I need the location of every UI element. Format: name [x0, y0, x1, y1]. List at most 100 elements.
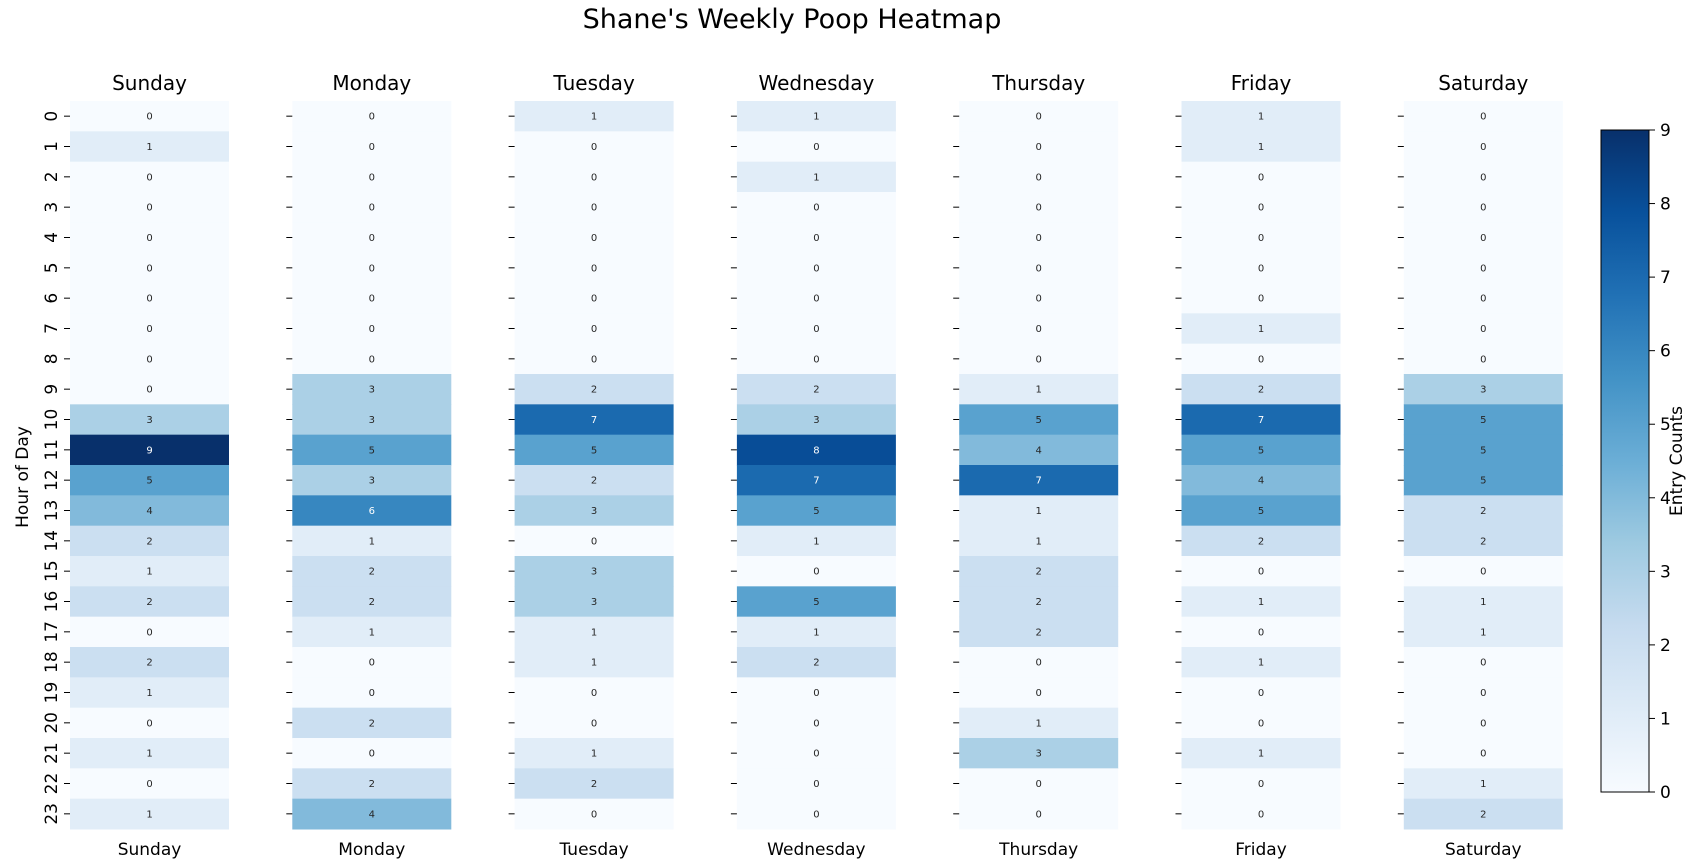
heatmap-cell	[736, 404, 896, 436]
panel-title: Wednesday	[759, 71, 875, 95]
y-tick-label: 12	[42, 469, 62, 491]
cell-value-label: 1	[1480, 627, 1486, 638]
cell-value-label: 0	[813, 233, 819, 244]
heatmap-cell	[1181, 374, 1341, 405]
cell-value-label: 0	[1036, 112, 1042, 123]
heatmap-cell	[514, 586, 674, 618]
heatmap-cell	[1181, 707, 1341, 739]
day-panel: Wednesday Wednesday 1 0 1 0 0 0 0 0 0 2 3 8 7 5 1 0 5 1 2 0 0 0…	[730, 71, 896, 860]
cell-value-label: 0	[1036, 203, 1042, 214]
heatmap-cell	[959, 161, 1119, 193]
cell-value-label: 0	[1258, 809, 1264, 820]
heatmap-cell	[1181, 404, 1341, 436]
heatmap-cell	[959, 616, 1119, 648]
cell-value-label: 0	[1258, 779, 1264, 790]
heatmap-cell	[1181, 556, 1341, 587]
y-tick-label: 13	[42, 500, 62, 522]
panel-title: Tuesday	[552, 71, 635, 95]
cell-value-label: 2	[146, 597, 152, 608]
cell-value-label: 1	[1480, 597, 1486, 608]
colorbar-tick-label: 3	[1660, 562, 1671, 582]
cell-value-label: 0	[591, 718, 597, 729]
cell-value-label: 0	[1480, 172, 1486, 183]
cell-value-label: 5	[813, 506, 819, 517]
cell-value-label: 4	[369, 809, 375, 820]
heatmap-cell	[1403, 434, 1563, 466]
cell-value-label: 0	[1480, 263, 1486, 274]
colorbar-tick-label: 9	[1660, 121, 1671, 141]
heatmap-cell	[70, 738, 229, 769]
heatmap-cell	[292, 556, 452, 587]
cell-value-label: 0	[369, 142, 375, 153]
heatmap-cell	[1403, 556, 1563, 587]
chart-title: Shane's Weekly Poop Heatmap	[583, 4, 1002, 35]
heatmap-cell	[959, 465, 1119, 496]
heatmap-cell	[1181, 101, 1341, 132]
y-tick-label: 15	[42, 560, 62, 582]
heatmap-cell	[959, 586, 1119, 618]
cell-value-label: 0	[1480, 233, 1486, 244]
y-tick-label: 19	[42, 682, 62, 704]
cell-value-label: 0	[1480, 749, 1486, 760]
colorbar-gradient	[1600, 129, 1650, 793]
x-tick-label: Tuesday	[559, 840, 629, 860]
heatmap-cell	[1181, 252, 1341, 284]
cell-value-label: 0	[1036, 263, 1042, 274]
cell-value-label: 7	[813, 476, 819, 487]
cell-value-label: 0	[146, 203, 152, 214]
cell-value-label: 3	[1480, 385, 1486, 396]
cell-value-label: 0	[146, 779, 152, 790]
heatmap-cell	[959, 252, 1119, 284]
cell-value-label: 3	[591, 567, 597, 578]
heatmap-cell	[70, 101, 229, 132]
cell-value-label: 0	[591, 809, 597, 820]
cell-value-label: 0	[1258, 718, 1264, 729]
cell-value-label: 0	[1480, 354, 1486, 365]
cell-value-label: 0	[369, 263, 375, 274]
cell-value-label: 1	[146, 142, 152, 153]
heatmap-cell	[1403, 192, 1563, 223]
cell-value-label: 0	[813, 324, 819, 335]
heatmap-cell	[1181, 131, 1341, 163]
heatmap-cell	[292, 343, 452, 375]
y-tick-label: 18	[42, 651, 62, 673]
heatmap-cell	[70, 434, 229, 466]
colorbar-tick-label: 6	[1660, 342, 1671, 362]
heatmap-cell	[959, 495, 1119, 527]
heatmap-cell	[70, 343, 229, 375]
cell-value-label: 0	[1258, 263, 1264, 274]
cell-value-label: 0	[146, 718, 152, 729]
heatmap-cell	[736, 252, 896, 284]
cell-value-label: 0	[1036, 688, 1042, 699]
cell-value-label: 0	[813, 688, 819, 699]
heatmap-cell	[959, 525, 1119, 557]
y-tick-label: 11	[42, 439, 62, 461]
heatmap-cell	[736, 768, 896, 800]
y-tick-label: 16	[42, 591, 62, 613]
cell-value-label: 5	[1480, 445, 1486, 456]
heatmap-cell	[959, 738, 1119, 769]
cell-value-label: 0	[591, 688, 597, 699]
cell-value-label: 4	[1258, 476, 1264, 487]
cell-value-label: 2	[369, 597, 375, 608]
heatmap-cell	[959, 192, 1119, 223]
heatmap-cell	[514, 768, 674, 800]
heatmap-cell	[292, 738, 452, 769]
y-tick-label: 14	[42, 530, 62, 552]
cell-value-label: 5	[369, 445, 375, 456]
cell-value-label: 1	[813, 536, 819, 547]
heatmap-cell	[1403, 677, 1563, 709]
cell-value-label: 0	[146, 385, 152, 396]
cell-value-label: 1	[1036, 385, 1042, 396]
heatmap-cell	[70, 313, 229, 345]
heatmap-cell	[70, 161, 229, 193]
heatmap-cell	[70, 192, 229, 223]
cell-value-label: 7	[1036, 476, 1042, 487]
heatmap-cell	[292, 525, 452, 557]
heatmap-cell	[1403, 465, 1563, 496]
heatmap-cell	[736, 192, 896, 223]
heatmap-cell	[514, 161, 674, 193]
cell-value-label: 0	[813, 354, 819, 365]
heatmap-cell	[70, 404, 229, 436]
cell-value-label: 0	[1480, 688, 1486, 699]
